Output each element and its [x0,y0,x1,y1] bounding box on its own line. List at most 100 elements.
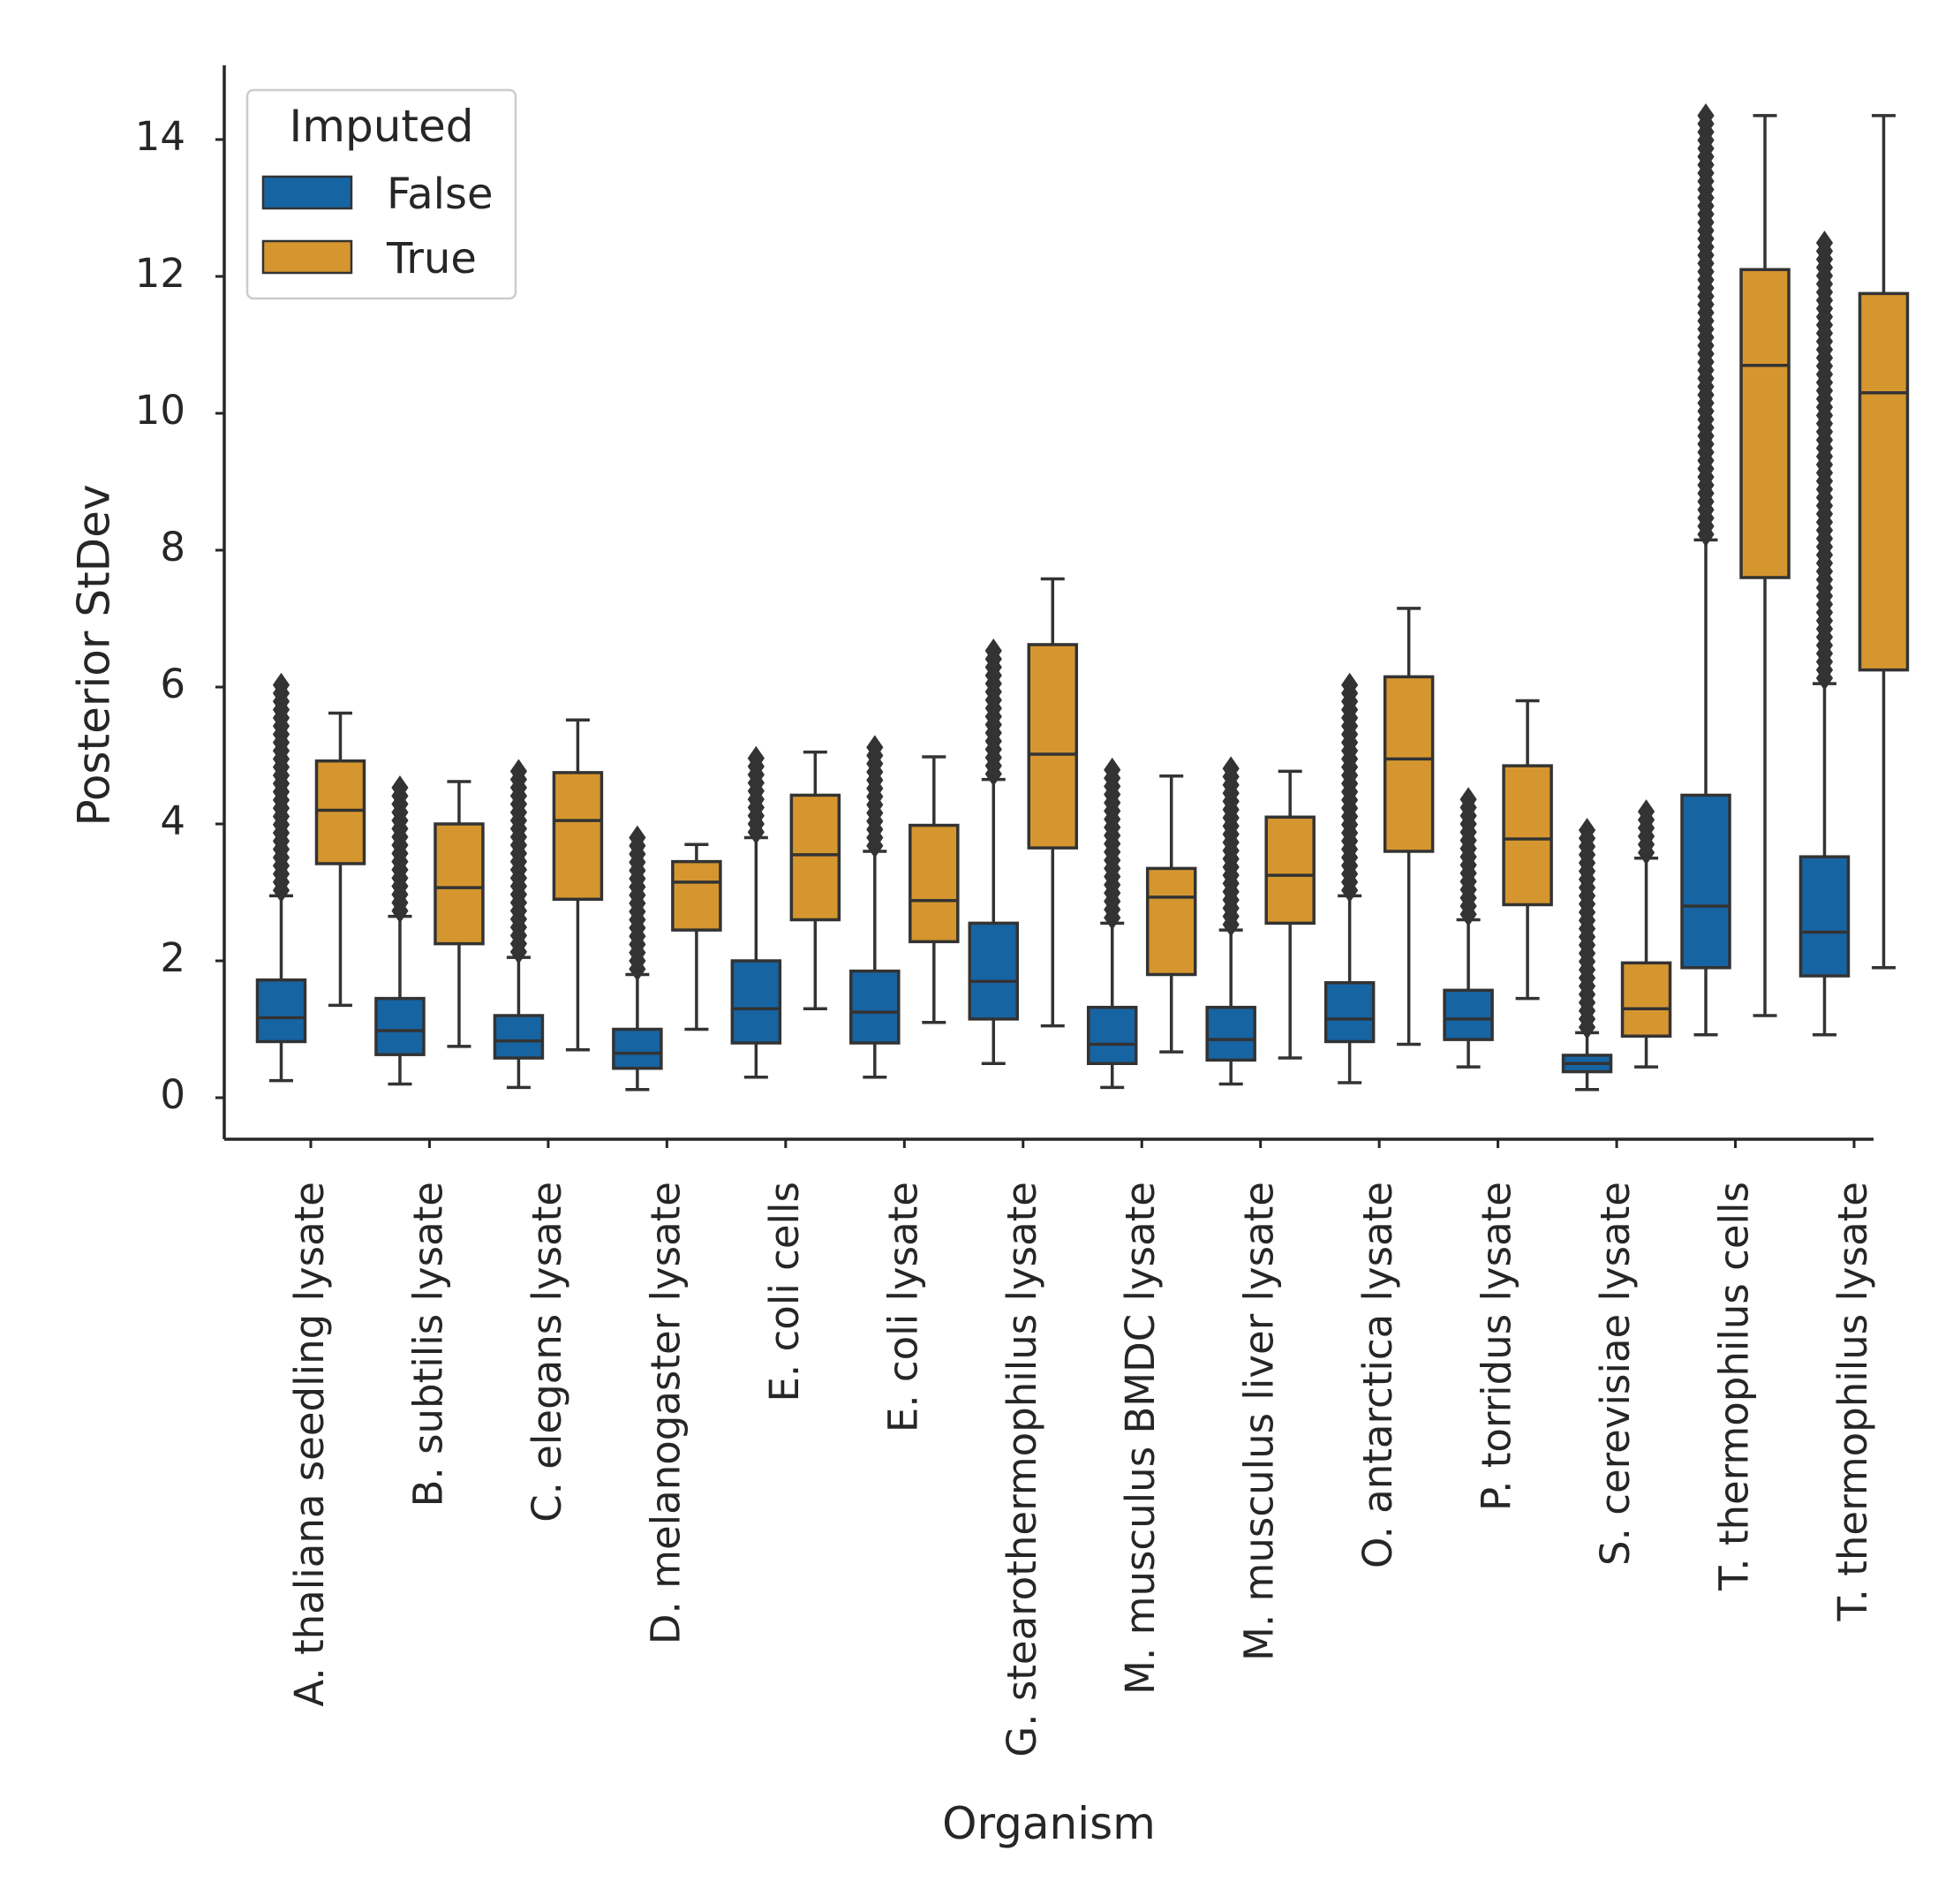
x-tick-label: T. thermophilus lysate [1829,1182,1876,1622]
box-false [1086,757,1138,1090]
y-tick-label: 8 [160,524,185,570]
x-tick-label: A. thaliana seedling lysate [286,1182,333,1707]
box-iqr [968,921,1020,1021]
box-iqr [1027,643,1079,850]
box-false [493,759,545,1090]
box-iqr [374,996,426,1056]
box-true [1739,114,1791,1017]
x-tick-label: D. melanogaster lysate [642,1182,689,1644]
box-iqr [1443,988,1494,1041]
box-false [849,735,901,1079]
box-iqr [434,822,485,946]
box-iqr [1680,793,1731,970]
outlier-point [1341,672,1359,698]
box-iqr [1323,981,1376,1044]
box-false [612,825,663,1092]
box-true [1264,769,1316,1060]
box-iqr [1620,961,1672,1038]
x-tick-label: M. musculus liver lysate [1236,1182,1283,1661]
x-tick-label: M. musculus BMDC lysate [1117,1182,1164,1695]
box-true [1383,607,1435,1046]
box-false [1561,818,1613,1092]
y-tick-label: 12 [135,250,185,297]
box-iqr [849,969,901,1045]
x-axis-title: Organism [942,1798,1156,1849]
outlier-point [629,825,646,850]
legend-title: Imputed [290,101,474,152]
x-tick-label: B. subtilis lysate [404,1182,451,1507]
box-true [1620,799,1672,1069]
box-iqr [314,759,366,865]
box-iqr [789,793,841,922]
outlier-point [272,672,290,698]
legend-label-true: True [386,234,477,283]
box-iqr [1205,1005,1256,1062]
box-false [730,745,782,1079]
box-true [434,780,485,1048]
box-false [968,638,1020,1065]
outlier-point [1459,787,1477,812]
legend-swatch-true [261,239,353,275]
box-false [1680,102,1731,1037]
box-iqr [493,1014,545,1060]
x-tick-label: T. thermophilus cells [1711,1182,1758,1591]
plot-area [255,102,1910,1092]
box-false [255,672,307,1083]
y-tick-label: 4 [160,797,185,844]
box-true [1027,577,1079,1028]
box-true [789,750,841,1010]
box-true [1502,699,1553,1001]
x-tick-label: G. stearothermophilus lysate [999,1182,1045,1757]
outlier-point [509,759,528,784]
box-iqr [671,859,722,932]
x-tick-label: E. coli lysate [879,1182,926,1432]
box-iqr [730,959,782,1045]
legend: Imputed False True [245,88,517,300]
x-ticks: A. thaliana seedling lysate B. subtilis l… [286,1139,1876,1757]
y-tick-label: 10 [135,387,185,434]
box-iqr [1145,866,1197,977]
outlier-point [984,638,1002,663]
y-tick-label: 6 [160,661,185,707]
box-false [1443,787,1494,1069]
y-ticks: 0 2 4 6 8 10 12 14 [135,113,224,1118]
box-true [671,842,722,1031]
box-true [1145,774,1197,1054]
outlier-point [1697,102,1715,128]
box-true [552,718,604,1052]
outlier-point [747,745,765,771]
box-iqr [1086,1005,1138,1065]
outlier-point [866,735,884,760]
outlier-point [1637,799,1655,824]
box-iqr [255,978,307,1044]
box-false [374,775,426,1086]
box-iqr [1502,764,1553,907]
box-iqr [909,823,960,944]
outlier-point [1104,757,1121,782]
box-true [909,755,960,1024]
y-tick-label: 14 [135,113,185,160]
box-true [1858,114,1910,970]
box-iqr [612,1027,663,1070]
outlier-point [1222,756,1240,782]
box-false [1205,756,1256,1086]
box-false [1323,672,1376,1084]
outlier-point [1578,818,1596,842]
y-axis-title: Posterior StDev [69,484,120,826]
box-iqr [1858,291,1910,672]
x-tick-label: P. torridus lysate [1474,1182,1520,1511]
outlier-point [1815,230,1834,255]
box-iqr [1739,268,1791,579]
y-tick-label: 2 [160,934,185,981]
box-iqr [1798,855,1851,978]
x-tick-label: E. coli cells [761,1182,808,1402]
x-tick-label: S. cerevisiae lysate [1592,1182,1639,1566]
outlier-point [391,775,409,800]
box-iqr [1264,815,1316,926]
box-false [1798,230,1851,1037]
x-tick-label: C. elegans lysate [524,1182,570,1522]
box-iqr [552,771,604,901]
box-iqr [1383,675,1435,853]
